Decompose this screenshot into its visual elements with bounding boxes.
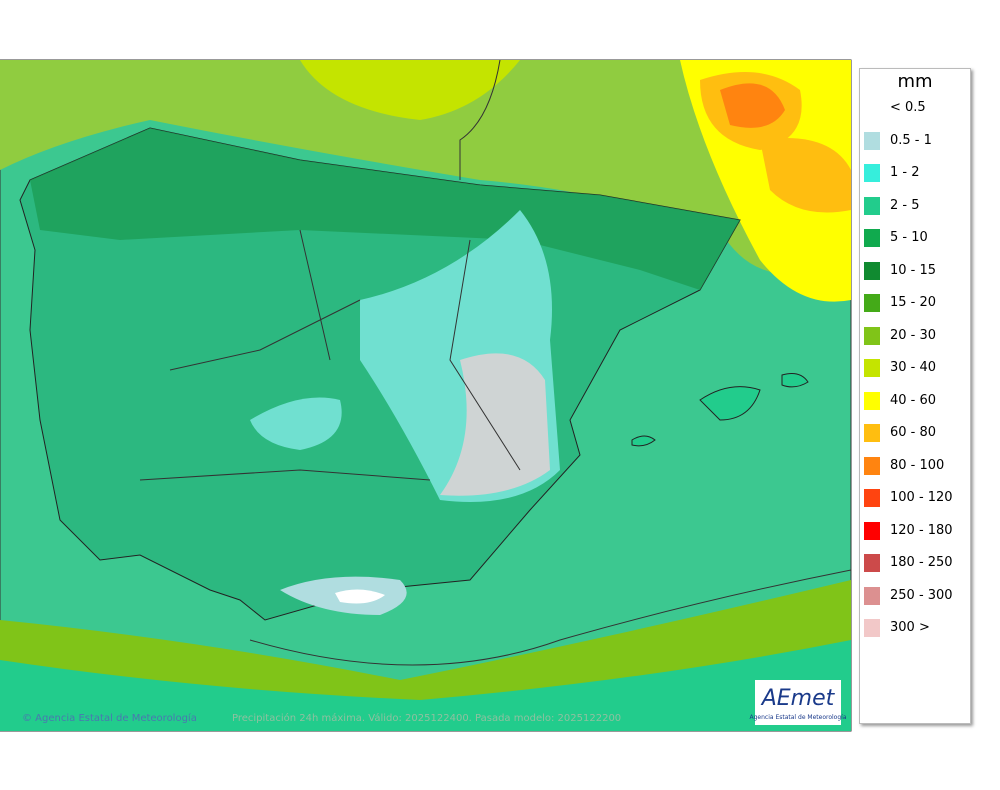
rain-zone [250,397,342,450]
legend-swatch [864,131,880,150]
legend-swatch [864,164,880,182]
legend-label: 300 > [890,620,930,635]
legend-label: 5 - 10 [890,230,928,245]
legend-label: 1 - 2 [890,165,920,180]
legend-label: < 0.5 [890,100,926,115]
logo-subtitle: Agencia Estatal de Meteorología [750,714,847,721]
legend-label: 120 - 180 [890,522,953,538]
legend-label: 2 - 5 [890,197,920,213]
rain-zone [300,60,520,120]
product-info: Precipitación 24h máxima. Válido: 202512… [232,712,621,724]
rain-zone [760,138,851,213]
legend: mm < 0.5 0.5 - 1 1 - 2 2 - 5 5 - 10 10 - 15 15… [859,68,971,724]
legend-swatch [864,619,880,637]
legend-label: 80 - 100 [890,457,945,473]
legend-label: 30 - 40 [890,360,937,375]
legend-swatch [864,326,880,345]
legend-swatch [864,196,880,215]
legend-label: 100 - 120 [890,490,953,505]
coastline [249,59,852,666]
island [631,435,656,447]
legend-label: 0.5 - 1 [890,132,932,148]
legend-label: 10 - 15 [890,262,937,278]
legend-swatch [864,554,880,572]
legend-swatch [864,229,880,247]
legend-swatch [864,521,880,540]
legend-swatch [864,294,880,312]
island [781,373,809,388]
legend-swatch [864,586,880,605]
map: © Agencia Estatal de Meteorología Precip… [0,59,852,732]
legend-swatch [864,261,880,280]
legend-swatch [864,424,880,442]
legend-swatch [864,359,880,377]
legend-label: 180 - 250 [890,555,953,570]
rain-zone [720,83,785,128]
legend-label: 15 - 20 [890,295,937,310]
logo-box [755,680,841,725]
legend-swatch [864,456,880,475]
legend-label: 40 - 60 [890,392,937,408]
south-zone [0,640,851,731]
legend-title: mm [897,71,933,92]
rain-zone [30,128,740,290]
rain-zone [440,353,550,496]
island [699,386,761,421]
legend-label: 60 - 80 [890,425,937,440]
north-zone [0,60,851,275]
rain-zone [335,589,385,604]
region-border [139,229,521,481]
legend-label: 250 - 300 [890,587,953,603]
credit: © Agencia Estatal de Meteorología [22,712,197,724]
legend-swatch [864,489,880,507]
logo: AEmet [760,686,836,711]
legend-swatch [864,391,880,410]
legend-label: 20 - 30 [890,327,937,343]
